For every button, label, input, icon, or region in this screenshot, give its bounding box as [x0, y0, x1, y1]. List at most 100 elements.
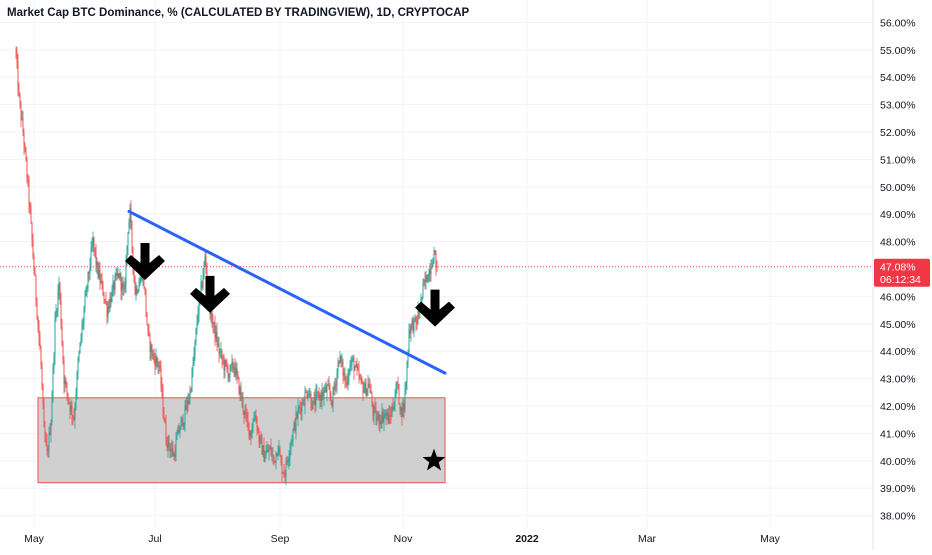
x-tick-label: Sep [271, 533, 290, 545]
candle-body [149, 334, 151, 352]
candle-body [37, 317, 39, 326]
candle-body [97, 262, 99, 278]
candle-body [77, 361, 79, 374]
candle-body [435, 250, 437, 267]
candle-body [266, 449, 268, 453]
time-axis[interactable]: May Jul Sep Nov 2022 Mar May [24, 533, 781, 545]
candle-body [359, 377, 361, 379]
candle-body [332, 387, 334, 407]
candle-body [425, 274, 427, 282]
candle-body [227, 368, 229, 378]
candle-body [156, 356, 158, 363]
candle-body [240, 387, 242, 399]
candle-body [76, 373, 78, 395]
candle-body [158, 365, 160, 367]
candle-body [190, 390, 192, 392]
candle-body [189, 390, 191, 400]
candle-body [135, 287, 137, 295]
candle-body [264, 457, 266, 462]
candle-body [116, 273, 118, 276]
candle-body [180, 420, 182, 430]
candle-body [285, 461, 287, 477]
candle-body [115, 273, 117, 277]
chart-title: Market Cap BTC Dominance, % (CALCULATED … [7, 7, 470, 19]
candle-body [150, 344, 152, 352]
candle-body [413, 318, 415, 332]
candle-body [426, 274, 428, 282]
candle-body [19, 94, 21, 103]
candle-body [211, 305, 213, 324]
candle-body [286, 461, 288, 463]
candle-body [216, 331, 218, 346]
candle-body [39, 337, 41, 350]
candle-body [334, 384, 336, 390]
candle-body [42, 385, 44, 404]
candle-body [358, 369, 360, 378]
candle-body [197, 314, 199, 324]
candle-body [363, 389, 365, 393]
candle-body [309, 393, 311, 396]
candle-body [213, 321, 215, 325]
candle-body [118, 273, 120, 279]
candle-body [272, 454, 274, 456]
candle-body [384, 413, 386, 416]
candle-body [291, 440, 293, 442]
candle-body [229, 365, 231, 376]
candle-body [85, 288, 87, 296]
candle-body [24, 146, 26, 149]
candle-body [214, 321, 216, 339]
candle-body [375, 408, 377, 421]
candle-body [418, 310, 420, 313]
candle-body [248, 422, 250, 436]
candle-body [225, 360, 227, 365]
candle-body [65, 380, 67, 384]
y-tick-label: 43.00% [880, 374, 916, 386]
candle-body [422, 284, 424, 298]
candle-body [292, 429, 294, 441]
candle-body [104, 299, 106, 301]
y-tick-label: 46.00% [880, 291, 916, 303]
candle-body [421, 297, 423, 299]
candle-body [79, 342, 81, 354]
x-tick-label: Mar [638, 533, 657, 545]
candle-body [247, 418, 249, 423]
candle-body [415, 316, 417, 323]
x-tick-label: 2022 [515, 533, 539, 545]
candle-body [102, 282, 104, 296]
candle-body [346, 382, 348, 385]
candle-body [244, 411, 246, 415]
candle-body [233, 367, 235, 370]
candle-body [276, 452, 278, 456]
candle-body [314, 398, 316, 406]
candle-body [395, 384, 397, 398]
candle-body [21, 118, 23, 120]
candle-body [144, 286, 146, 293]
y-tick-label: 56.00% [880, 17, 916, 29]
down-arrow-icon [125, 243, 165, 280]
x-tick-label: Jul [148, 533, 161, 545]
candle-body [221, 350, 223, 360]
candle-body [267, 449, 269, 453]
candle-body [129, 207, 131, 223]
candle-body [298, 407, 300, 408]
candle-body [328, 384, 330, 390]
candle-body [171, 448, 173, 450]
candle-body [333, 387, 335, 390]
candle-body [315, 392, 317, 406]
candle-body [369, 387, 371, 391]
candle-body [356, 363, 358, 368]
candle-body [174, 453, 176, 457]
candle-body [88, 271, 90, 274]
candle-body [340, 355, 342, 363]
candle-body [321, 391, 323, 401]
candle-body [355, 363, 357, 368]
candle-body [232, 361, 234, 370]
candle-body [66, 383, 68, 393]
candle-body [429, 270, 431, 275]
candle-body [123, 287, 125, 290]
candle-body [389, 414, 391, 416]
candle-body [246, 413, 248, 419]
candle-body [399, 404, 401, 411]
candle-body [306, 392, 308, 398]
